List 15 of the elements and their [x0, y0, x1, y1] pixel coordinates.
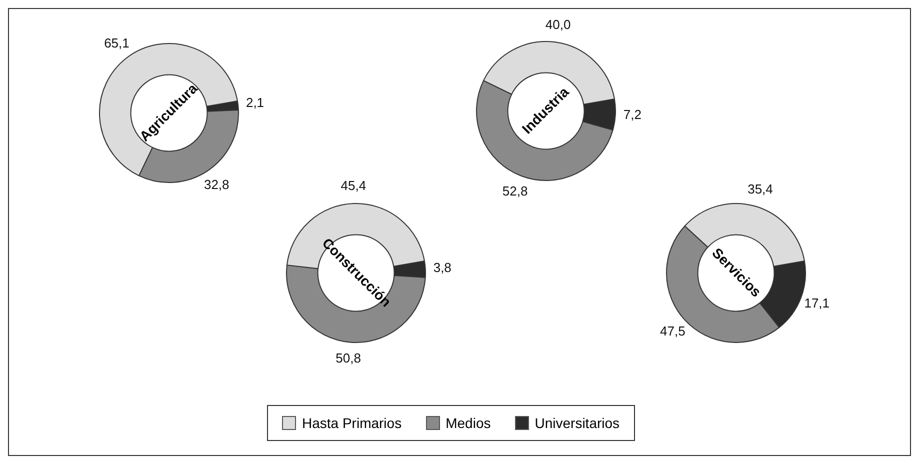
legend-label: Hasta Primarios: [301, 415, 402, 431]
legend-label: Universitarios: [534, 415, 620, 431]
data-label: 65,1: [104, 36, 130, 51]
data-label: 35,4: [748, 182, 773, 197]
data-label: 47,5: [660, 324, 686, 339]
data-label: 50,8: [336, 350, 361, 366]
data-label: 52,8: [502, 183, 528, 198]
data-label: 3,8: [433, 260, 452, 275]
legend-label: Medios: [444, 415, 491, 431]
data-label: 2,1: [246, 95, 264, 110]
data-label: 32,8: [204, 176, 230, 192]
data-label: 45,4: [340, 178, 366, 194]
data-label: 17,1: [804, 295, 830, 310]
data-label: 40,0: [545, 16, 571, 32]
data-label: 7,2: [623, 107, 642, 122]
